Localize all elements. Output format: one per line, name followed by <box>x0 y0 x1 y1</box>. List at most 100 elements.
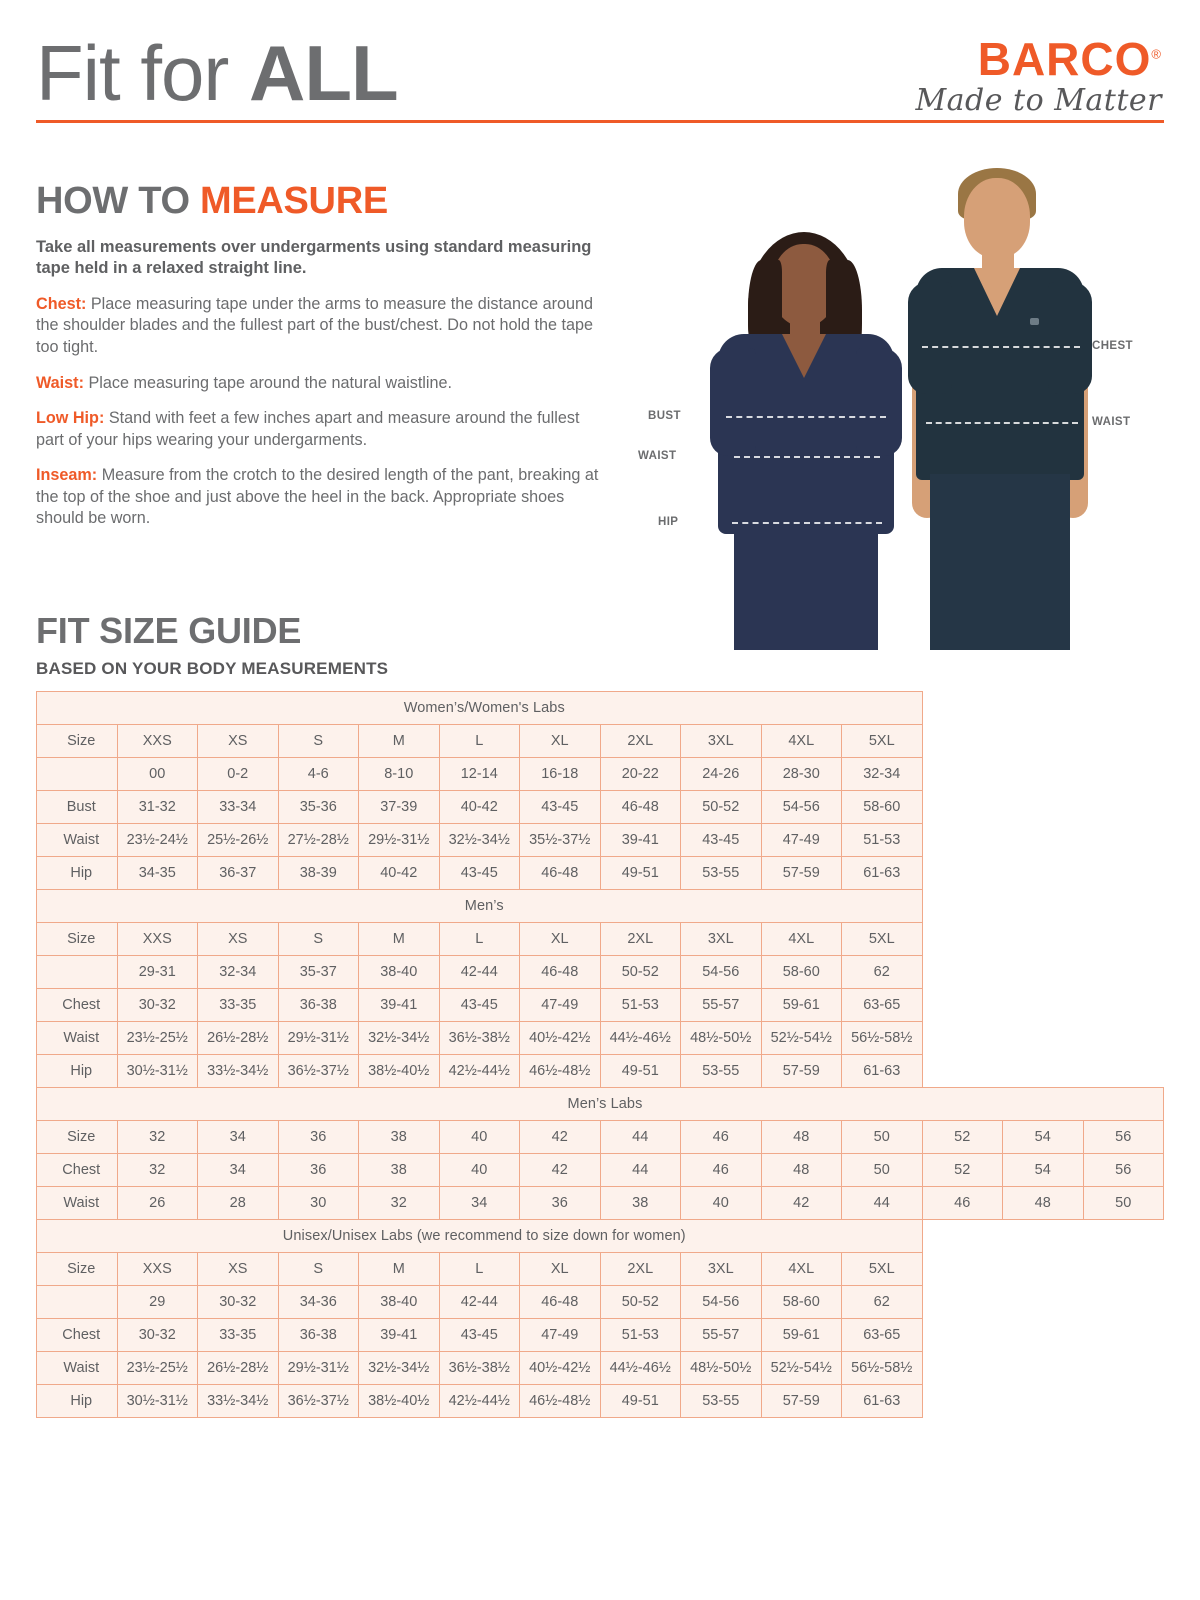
numeric-cell: 32-34 <box>841 756 923 791</box>
size-header-cell: 36 <box>277 1119 359 1154</box>
size-header-cell: XXS <box>116 921 198 956</box>
numeric-cell: 28-30 <box>760 756 842 791</box>
measurement-cell: 43-45 <box>519 789 601 824</box>
measurement-cell: 35-36 <box>277 789 359 824</box>
size-header-cell: 34 <box>197 1119 279 1154</box>
numeric-cell: 46-48 <box>519 954 601 989</box>
row-label: Chest <box>36 1152 118 1187</box>
measurement-cell: 51-53 <box>599 1317 681 1352</box>
size-header-cell: 3XL <box>680 723 762 758</box>
measurement-cell: 34 <box>438 1185 520 1220</box>
measurement-cell: 56½-58½ <box>841 1020 923 1055</box>
waist-measure-line-male <box>926 422 1078 424</box>
measure-item-text: Measure from the crotch to the desired l… <box>36 466 599 528</box>
table-size-row: Size XXS XS S M L XL 2XL 3XL 4XL 5XL <box>36 1251 1164 1286</box>
page-header: Fit for ALL BARCO® Made to Matter <box>36 0 1164 123</box>
measurement-cell: 44½-46½ <box>599 1020 681 1055</box>
measurement-cell: 44 <box>599 1152 681 1187</box>
measurement-cell: 36½-38½ <box>438 1350 520 1385</box>
numeric-cell: 38-40 <box>358 954 440 989</box>
measurement-cell: 42½-44½ <box>438 1383 520 1418</box>
brand-logo: BARCO® Made to Matter <box>862 36 1162 117</box>
measurement-cell: 57-59 <box>760 855 842 890</box>
measurement-cell: 48½-50½ <box>680 1350 762 1385</box>
section-title: Unisex/Unisex Labs (we recommend to size… <box>36 1218 923 1253</box>
measurement-cell: 36-38 <box>277 987 359 1022</box>
measurement-cell: 40½-42½ <box>519 1020 601 1055</box>
size-header-cell: XXS <box>116 1251 198 1286</box>
measurement-cell: 59-61 <box>760 987 842 1022</box>
page-title: Fit for ALL <box>36 34 399 112</box>
size-header-cell: 44 <box>599 1119 681 1154</box>
female-scrub-pants <box>734 528 878 650</box>
measurement-cell: 34 <box>197 1152 279 1187</box>
size-header-cell: 42 <box>519 1119 601 1154</box>
size-header-cell: S <box>277 1251 359 1286</box>
size-header-cell: M <box>358 921 440 956</box>
numeric-row-label <box>36 954 118 989</box>
row-label: Hip <box>36 1053 118 1088</box>
measurement-cell: 48 <box>760 1152 842 1187</box>
measurement-cell: 61-63 <box>841 855 923 890</box>
measurement-cell: 37-39 <box>358 789 440 824</box>
size-header-cell: 3XL <box>680 921 762 956</box>
size-row-label: Size <box>36 1119 118 1154</box>
measure-lead-text: Take all measurements over undergarments… <box>36 238 592 278</box>
size-header-cell: 52 <box>921 1119 1003 1154</box>
measurement-cell: 38 <box>358 1152 440 1187</box>
size-header-cell: L <box>438 921 520 956</box>
numeric-cell: 16-18 <box>519 756 601 791</box>
waist-measure-line <box>734 456 880 458</box>
measurement-cell: 39-41 <box>599 822 681 857</box>
measurement-cell: 50 <box>841 1152 923 1187</box>
measurement-cell: 30 <box>277 1185 359 1220</box>
numeric-cell: 8-10 <box>358 756 440 791</box>
numeric-cell: 20-22 <box>599 756 681 791</box>
measurement-cell: 46½-48½ <box>519 1383 601 1418</box>
header-divider <box>36 120 1164 123</box>
table-row: Hip 34-35 36-37 38-39 40-42 43-45 46-48 49-51 53… <box>36 855 1164 890</box>
size-header-cell: XS <box>197 1251 279 1286</box>
table-row: Waist 23½-24½ 25½-26½ 27½-28½ 29½-31½ 32½-34½… <box>36 822 1164 857</box>
size-header-cell: 38 <box>358 1119 440 1154</box>
measurement-cell: 49-51 <box>599 1383 681 1418</box>
size-header-cell: 56 <box>1082 1119 1164 1154</box>
heading-accent-part: MEASURE <box>199 180 388 222</box>
table-size-row: Size XXS XS S M L XL 2XL 3XL 4XL 5XL <box>36 921 1164 956</box>
measure-item-waist: Waist: Place measuring tape around the n… <box>36 373 608 395</box>
size-header-cell: XXS <box>116 723 198 758</box>
measurement-cell: 49-51 <box>599 1053 681 1088</box>
size-header-cell: L <box>438 1251 520 1286</box>
fit-size-guide-heading: FIT SIZE GUIDE <box>36 609 302 651</box>
fit-size-guide-section: FIT SIZE GUIDE BASED ON YOUR BODY MEASUR… <box>36 610 1164 1418</box>
measure-item-low-hip: Low Hip: Stand with feet a few inches ap… <box>36 408 608 451</box>
measurement-cell: 32 <box>358 1185 440 1220</box>
size-header-cell: 4XL <box>760 921 842 956</box>
measurement-cell: 43-45 <box>438 987 520 1022</box>
hip-label: HIP <box>658 516 679 528</box>
measurement-cell: 51-53 <box>841 822 923 857</box>
measurement-cell: 40½-42½ <box>519 1350 601 1385</box>
size-header-cell: 5XL <box>841 1251 923 1286</box>
female-sleeve-right <box>856 348 902 456</box>
table-numeric-row: 29 30-32 34-36 38-40 42-44 46-48 50-52 54-56 58-… <box>36 1284 1164 1319</box>
measurement-cell: 31-32 <box>116 789 198 824</box>
measurement-cell: 48½-50½ <box>680 1020 762 1055</box>
brand-tagline: Made to Matter <box>915 83 1162 118</box>
measurement-cell: 43-45 <box>438 1317 520 1352</box>
section-title: Men’s Labs <box>36 1086 1164 1121</box>
size-header-cell: 4XL <box>760 1251 842 1286</box>
size-header-cell: 4XL <box>760 723 842 758</box>
numeric-cell: 29-31 <box>116 954 198 989</box>
measurement-cell: 53-55 <box>680 855 762 890</box>
numeric-cell: 58-60 <box>760 954 842 989</box>
measurement-cell: 29½-31½ <box>358 822 440 857</box>
table-numeric-row: 00 0-2 4-6 8-10 12-14 16-18 20-22 24-26 28-30 32-… <box>36 756 1164 791</box>
measurement-cell: 23½-25½ <box>116 1020 198 1055</box>
row-label: Bust <box>36 789 118 824</box>
numeric-cell: 50-52 <box>599 1284 681 1319</box>
brand-name: BARCO® <box>978 36 1162 82</box>
measurement-cell: 36-37 <box>197 855 279 890</box>
numeric-cell: 4-6 <box>277 756 359 791</box>
numeric-cell: 35-37 <box>277 954 359 989</box>
